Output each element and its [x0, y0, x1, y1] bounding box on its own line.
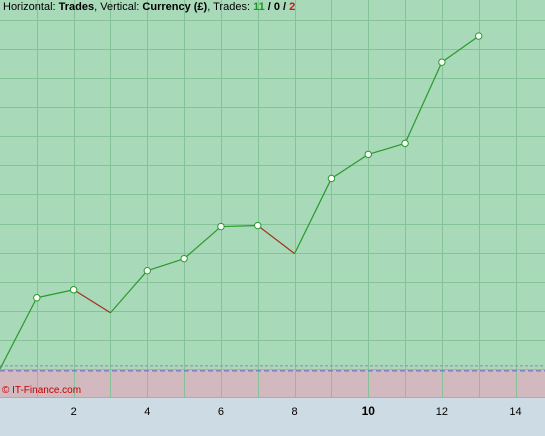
x-axis-strip: [0, 397, 545, 436]
equity-point-5: [180, 254, 188, 263]
equity-segment-7: [220, 224, 258, 228]
equity-point-9: [327, 174, 336, 183]
wins-count: 11: [253, 1, 265, 13]
trades-prefix: , Trades:: [207, 1, 254, 13]
x-tick-label: 2: [71, 406, 77, 418]
equity-segment-3: [73, 289, 111, 314]
sep-1: /: [264, 1, 274, 13]
equity-point-1: [33, 294, 41, 302]
equity-point-6: [217, 222, 225, 231]
vertical-value: Currency (£): [142, 1, 208, 13]
equity-segment-8: [257, 225, 295, 255]
x-tick-label: 8: [292, 406, 298, 418]
horizontal-prefix: Horizontal:: [3, 1, 59, 13]
equity-point-7: [254, 221, 262, 230]
chart-header: Horizontal: Trades, Vertical: Currency (…: [3, 1, 295, 13]
equity-segment-2: [36, 289, 74, 299]
neutral-count: 0: [273, 1, 280, 13]
equity-segment-13: [441, 35, 480, 63]
vertical-prefix: , Vertical:: [94, 1, 143, 13]
equity-segment-11: [368, 142, 406, 155]
equity-segment-4: [110, 270, 148, 314]
equity-point-10: [364, 150, 372, 159]
x-tick-label: 10: [362, 404, 376, 418]
x-tick-label: 12: [436, 406, 448, 418]
losses-count: 2: [289, 1, 296, 13]
equity-point-13: [475, 32, 483, 40]
equity-segment-12: [404, 61, 443, 144]
equity-segment-10: [331, 153, 369, 179]
equity-segment-6: [183, 226, 222, 260]
horizontal-value: Trades: [58, 1, 95, 13]
equity-point-2: [69, 286, 78, 294]
equity-point-11: [401, 139, 409, 148]
equity-segment-1: [0, 297, 38, 370]
equity-segment-5: [147, 258, 185, 272]
equity-point-12: [438, 58, 446, 66]
loss-zone: [0, 368, 545, 397]
equity-segment-9: [294, 178, 332, 254]
equity-point-4: [143, 266, 151, 275]
credit-label: © IT-Finance.com: [2, 385, 82, 396]
x-tick-label: 6: [218, 406, 224, 418]
x-tick-label: 4: [144, 406, 150, 418]
x-tick-label: 14: [509, 406, 521, 418]
sep-2: /: [280, 1, 290, 13]
profit-zone: [0, 0, 545, 369]
